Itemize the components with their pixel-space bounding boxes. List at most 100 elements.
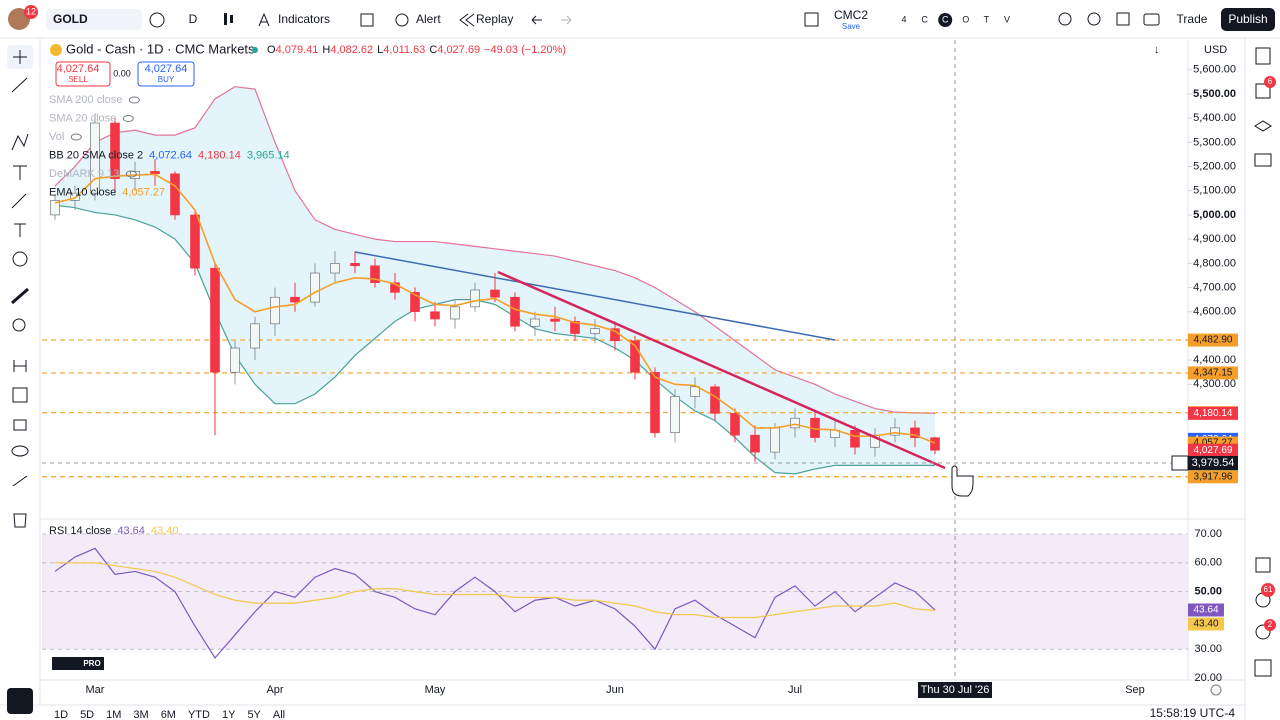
hidden-eye[interactable] — [128, 96, 140, 104]
layout-button[interactable]: T — [984, 14, 990, 24]
buy-price[interactable]: 4,027.64 — [145, 63, 188, 75]
indicator-name[interactable]: Vol — [49, 131, 64, 143]
notifications-icon[interactable] — [1255, 624, 1271, 640]
alert-icon[interactable] — [395, 13, 409, 27]
buy-label[interactable]: BUY — [158, 75, 175, 84]
trade-button[interactable]: Trade — [1177, 12, 1208, 26]
range-button[interactable]: 1D — [54, 709, 68, 720]
search-icon[interactable] — [1058, 12, 1072, 26]
range-button[interactable]: 1M — [106, 709, 121, 720]
symbol-search[interactable] — [46, 9, 142, 30]
text-tool[interactable] — [14, 223, 26, 237]
pattern-tool[interactable] — [11, 133, 29, 151]
hidden-eye[interactable] — [125, 170, 137, 178]
range-button[interactable]: 1Y — [222, 709, 236, 720]
range-button[interactable]: 5Y — [247, 709, 261, 720]
layout-save[interactable]: Save — [842, 22, 861, 31]
replay-button[interactable]: Replay — [476, 12, 513, 26]
chart-type-icon[interactable] — [224, 13, 227, 25]
range-button[interactable]: 6M — [161, 709, 176, 720]
x-tick-label: Apr — [266, 684, 283, 696]
sell-price[interactable]: 4,027.64 — [57, 63, 100, 75]
settings-icon[interactable] — [1087, 12, 1101, 26]
indicator-name[interactable]: BB 20 SMA close 2 — [49, 149, 143, 161]
chart-type-icon[interactable] — [230, 15, 233, 23]
indicator-name[interactable]: SMA 200 close — [49, 94, 122, 106]
apps-icon[interactable] — [1254, 659, 1272, 677]
range-button[interactable]: 3M — [133, 709, 148, 720]
alert-button[interactable]: Alert — [416, 12, 441, 26]
fib-tool[interactable] — [13, 165, 27, 180]
hidden-eye[interactable] — [122, 115, 134, 122]
scroll-icon[interactable]: ↓ — [1154, 44, 1160, 56]
crosshair-price: 3,979.54 — [1192, 457, 1235, 469]
object-tree[interactable] — [7, 688, 33, 714]
hidden-eye[interactable] — [70, 133, 82, 141]
ideas-icon[interactable] — [1255, 557, 1271, 573]
rsi-tick-label: 50.00 — [1194, 586, 1222, 598]
redo-icon[interactable] — [561, 15, 572, 25]
layout-button[interactable]: C — [942, 14, 949, 24]
add-symbol-icon[interactable] — [149, 12, 165, 28]
sell-button[interactable] — [55, 61, 111, 87]
rsi-line — [54, 547, 936, 659]
sell-label[interactable]: SELL — [68, 75, 88, 84]
magnet-tool[interactable] — [13, 360, 27, 372]
layout-button[interactable]: V — [1004, 14, 1010, 24]
indicator-value: 4,072.64 — [149, 149, 192, 161]
currency[interactable]: USD — [1204, 44, 1227, 56]
undo-icon[interactable] — [531, 15, 542, 25]
fullscreen-icon[interactable] — [1116, 12, 1130, 26]
candle-body — [250, 323, 260, 349]
trendline-tool[interactable] — [11, 77, 28, 93]
link-tool[interactable] — [12, 475, 28, 487]
layout-name[interactable]: CMC2 — [834, 8, 868, 22]
rsi-legend-name[interactable]: RSI 14 close — [49, 525, 111, 537]
zoom-tool[interactable] — [12, 318, 26, 332]
drawn-trendline[interactable] — [354, 251, 836, 341]
symbol[interactable]: GOLD — [53, 12, 88, 26]
indicator-name[interactable]: SMA 20 close — [49, 112, 116, 124]
y-tick-label: 4,400.00 — [1193, 354, 1236, 366]
remove-tool[interactable] — [13, 513, 27, 528]
buy-button[interactable] — [137, 61, 195, 87]
publish-label[interactable]: Publish — [1228, 12, 1267, 26]
layout-button[interactable]: O — [962, 14, 969, 24]
range-button[interactable]: All — [273, 709, 285, 720]
layout-icon[interactable] — [804, 12, 819, 27]
layout-button[interactable]: C — [921, 14, 928, 24]
candle-body — [690, 386, 700, 397]
replay-icon[interactable] — [459, 13, 475, 27]
indicator-name[interactable]: DeMARK 9 13 — [49, 168, 119, 180]
drawn-trendline[interactable] — [497, 270, 946, 470]
candle-body — [390, 282, 400, 293]
chat-icon[interactable] — [1254, 153, 1272, 167]
templates-icon[interactable] — [360, 13, 374, 27]
layout-active — [938, 13, 953, 27]
indicators-button[interactable]: Indicators — [278, 12, 330, 26]
layout-button[interactable]: 4 — [901, 14, 906, 24]
publish-button[interactable] — [1221, 8, 1275, 31]
ruler-tool[interactable] — [11, 287, 29, 305]
layers-icon[interactable] — [1254, 120, 1272, 132]
alerts-icon[interactable] — [1255, 83, 1271, 99]
snapshot-icon[interactable] — [1143, 13, 1160, 26]
brush-tool[interactable] — [11, 193, 27, 209]
interval[interactable]: D — [189, 12, 198, 26]
stay-drawing-tool[interactable] — [12, 387, 28, 403]
watchlist-icon[interactable] — [1255, 47, 1271, 65]
price-lines — [42, 339, 1188, 478]
candle-body — [90, 122, 100, 194]
crosshair-plus[interactable] — [1171, 455, 1189, 471]
emoji-tool[interactable] — [12, 251, 28, 267]
rsi-legend-value: 43.40 — [151, 525, 179, 537]
crosshair-tool[interactable] — [13, 50, 27, 64]
axis-settings[interactable] — [1210, 684, 1222, 696]
lock-tool[interactable] — [13, 419, 27, 431]
range-button[interactable]: YTD — [188, 709, 210, 720]
indicators-icon[interactable] — [258, 12, 270, 27]
candle-body — [290, 296, 300, 303]
hide-tool[interactable] — [11, 445, 29, 457]
indicator-name[interactable]: EMA 10 close — [49, 186, 116, 198]
range-button[interactable]: 5D — [80, 709, 94, 720]
